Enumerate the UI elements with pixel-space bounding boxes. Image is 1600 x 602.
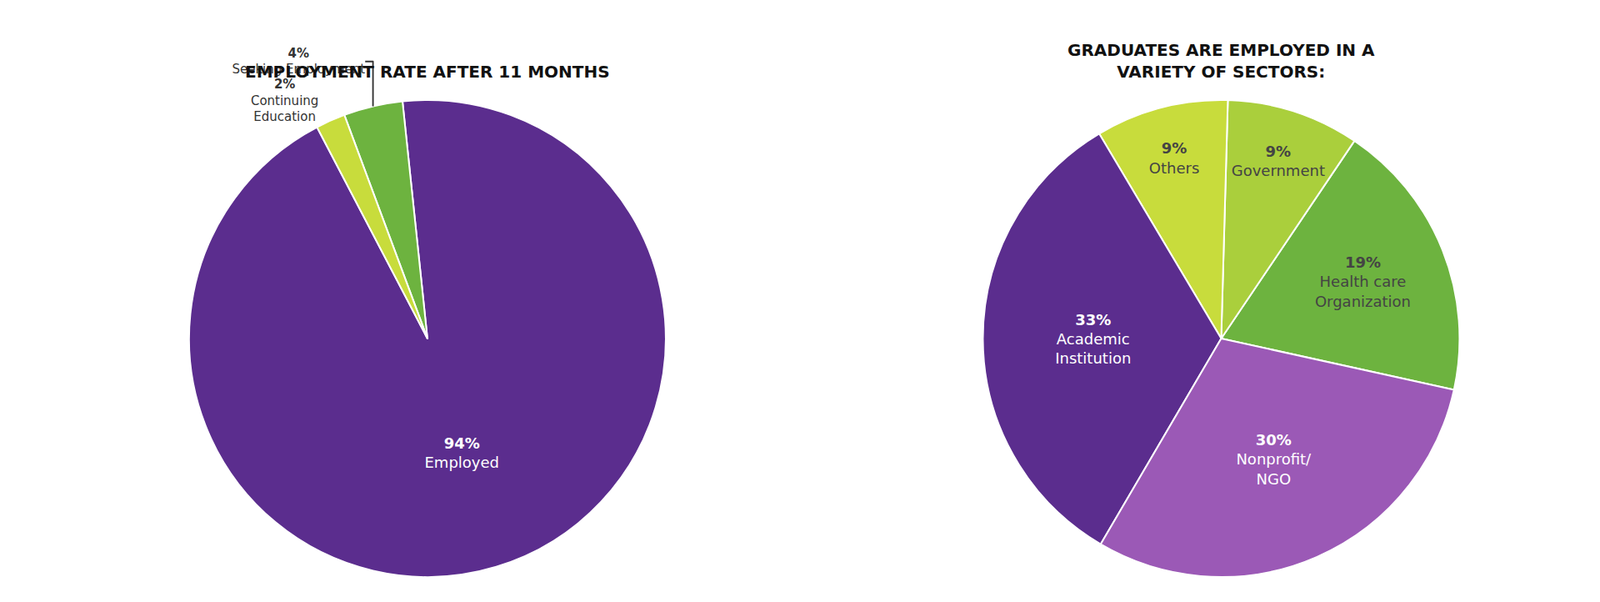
svg-text:9%Others: 9%Others [1149,139,1200,176]
svg-text:33%AcademicInstitution: 33%AcademicInstitution [1055,310,1131,368]
svg-text:94%Employed: 94%Employed [424,434,500,471]
svg-text:9%Government: 9%Government [1231,142,1325,180]
svg-text:4%Seeking Employment: 4%Seeking Employment [231,45,365,78]
svg-text:EMPLOYMENT RATE AFTER 11 MONTH: EMPLOYMENT RATE AFTER 11 MONTHS [245,61,610,82]
svg-text:2%ContinuingEducation: 2%ContinuingEducation [250,76,319,125]
svg-text:GRADUATES ARE EMPLOYED IN AVAR: GRADUATES ARE EMPLOYED IN AVARIETY OF SE… [1067,40,1375,82]
svg-text:19%Health careOrganization: 19%Health careOrganization [1315,253,1411,310]
svg-text:30%Nonprofit/NGO: 30%Nonprofit/NGO [1235,430,1312,488]
